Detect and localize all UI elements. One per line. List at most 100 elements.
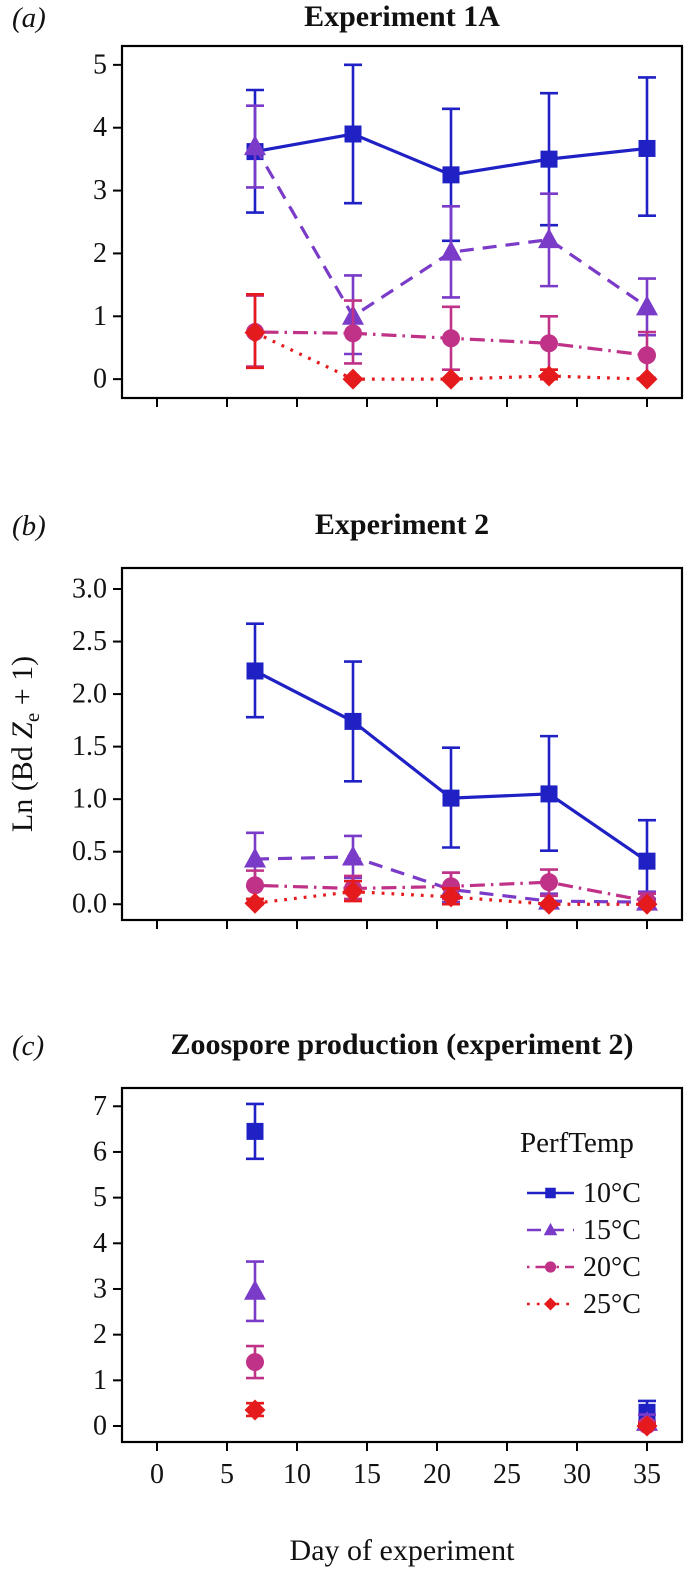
- panel-a-label: (a): [12, 2, 46, 34]
- marker-square: [638, 852, 656, 870]
- marker-diamond: [636, 368, 658, 390]
- marker-diamond: [538, 893, 560, 915]
- series-20C: [246, 294, 656, 380]
- y-tick-label: 6: [93, 1136, 107, 1167]
- y-tick-label: 4: [93, 1228, 107, 1259]
- marker-triangle: [636, 295, 658, 316]
- y-axis-title: Ln (Bd Ze + 1): [6, 656, 44, 832]
- y-tick-label: 4: [93, 112, 107, 143]
- marker-circle: [442, 329, 460, 348]
- marker-triangle: [244, 1279, 266, 1300]
- marker-diamond: [636, 893, 658, 915]
- marker-square: [540, 785, 558, 803]
- y-tick-label: 0.5: [72, 836, 107, 867]
- marker-square: [246, 662, 264, 680]
- series-25C: [244, 292, 658, 390]
- y-tick-label: 0: [93, 1411, 107, 1442]
- x-axis-title: Day of experiment: [289, 1534, 515, 1567]
- marker-triangle: [342, 845, 364, 866]
- marker-triangle: [543, 1222, 558, 1236]
- x-tick-label: 25: [493, 1459, 521, 1490]
- legend-item-label: 25°C: [583, 1289, 641, 1320]
- y-tick-label: 5: [93, 49, 107, 80]
- marker-diamond: [543, 1297, 558, 1311]
- series-15C: [244, 1260, 658, 1431]
- marker-diamond: [342, 368, 364, 390]
- marker-triangle: [538, 228, 560, 249]
- marker-circle: [638, 346, 656, 365]
- panel-c-chart: 0 1 2 3 4 5 6 7 0 5 10 15 20 25 30 35 PerfTemp 10°C 15°C 20…: [93, 1086, 684, 1490]
- y-tick-label: 5: [93, 1182, 107, 1213]
- marker-diamond: [440, 886, 462, 908]
- panel-c: (c) Zoospore production (experiment 2) 0…: [0, 1010, 692, 1588]
- x-tick-label: 0: [150, 1459, 164, 1490]
- panel-b-title: Experiment 2: [314, 508, 490, 541]
- panel-a: (a) Experiment 1A 0 1 2 3 4 5: [0, 0, 692, 490]
- marker-diamond: [440, 368, 462, 390]
- marker-diamond: [244, 322, 266, 344]
- legend-title: PerfTemp: [520, 1127, 634, 1159]
- marker-diamond: [342, 881, 364, 903]
- marker-square: [344, 125, 362, 143]
- marker-circle: [246, 876, 264, 895]
- marker-square: [344, 712, 362, 730]
- plot-frame: [120, 44, 684, 400]
- panel-c-label: (c): [12, 1030, 45, 1062]
- y-tick-label: 2.0: [72, 679, 107, 710]
- y-tick-label: 3.0: [72, 574, 107, 605]
- axes: 0.0 0.5 1.0 1.5 2.0 2.5 3.0: [72, 566, 684, 929]
- panel-b: (b) Experiment 2 0.0 0.5 1.0 1.5 2.0 2.5 3.0 Ln…: [0, 490, 692, 1010]
- marker-square: [442, 166, 460, 184]
- x-tick-label: 15: [353, 1459, 381, 1490]
- marker-circle: [544, 1261, 557, 1273]
- y-tick-label: 2: [93, 238, 107, 269]
- axes: 0 1 2 3 4 5 6 7 0 5 10 15 20 25 30 35: [93, 1086, 684, 1490]
- y-tick-label: 3: [93, 1273, 107, 1304]
- y-tick-label: 3: [93, 175, 107, 206]
- y-tick-label: 1.0: [72, 784, 107, 815]
- panel-b-chart: 0.0 0.5 1.0 1.5 2.0 2.5 3.0 Ln (Bd Ze + 1): [6, 566, 684, 929]
- axes: 0 1 2 3 4 5: [93, 44, 684, 407]
- series-25C: [244, 1399, 658, 1437]
- marker-square: [540, 150, 558, 168]
- marker-circle: [540, 334, 558, 353]
- marker-diamond: [636, 1415, 658, 1437]
- marker-diamond: [538, 365, 560, 387]
- x-tick-label: 35: [633, 1459, 661, 1490]
- legend-item-label: 10°C: [583, 1178, 641, 1209]
- y-tick-label: 7: [93, 1091, 107, 1122]
- legend-item-label: 15°C: [583, 1215, 641, 1246]
- marker-circle: [540, 873, 558, 892]
- x-tick-label: 10: [283, 1459, 311, 1490]
- marker-triangle: [440, 240, 462, 261]
- series-line: [254, 855, 648, 904]
- y-tick-label: 1: [93, 1365, 107, 1396]
- x-tick-label: 20: [423, 1459, 451, 1490]
- marker-square: [545, 1187, 556, 1199]
- x-tick-label: 5: [220, 1459, 234, 1490]
- marker-triangle: [244, 847, 266, 868]
- plot-frame: [120, 566, 684, 922]
- marker-diamond: [244, 1399, 266, 1421]
- y-tick-label: 1: [93, 301, 107, 332]
- y-tick-label: 1.5: [72, 731, 107, 762]
- y-tick-label: 2: [93, 1319, 107, 1350]
- legend: PerfTemp 10°C 15°C 20°C 25°C: [520, 1127, 641, 1320]
- y-tick-label: 0: [93, 364, 107, 395]
- panel-c-title: Zoospore production (experiment 2): [170, 1028, 634, 1061]
- x-tick-label: 30: [563, 1459, 591, 1490]
- series-25C: [244, 879, 658, 915]
- marker-square: [638, 139, 656, 157]
- series-15C: [244, 104, 658, 356]
- panel-b-label: (b): [12, 510, 46, 542]
- marker-triangle: [244, 135, 266, 156]
- marker-circle: [442, 877, 460, 896]
- marker-diamond: [244, 892, 266, 914]
- plot-frame: [120, 1086, 684, 1444]
- y-tick-label: 0.0: [72, 889, 107, 920]
- marker-circle: [344, 324, 362, 343]
- panel-a-chart: 0 1 2 3 4 5: [93, 44, 684, 407]
- y-tick-label: 2.5: [72, 626, 107, 657]
- marker-square: [442, 789, 460, 807]
